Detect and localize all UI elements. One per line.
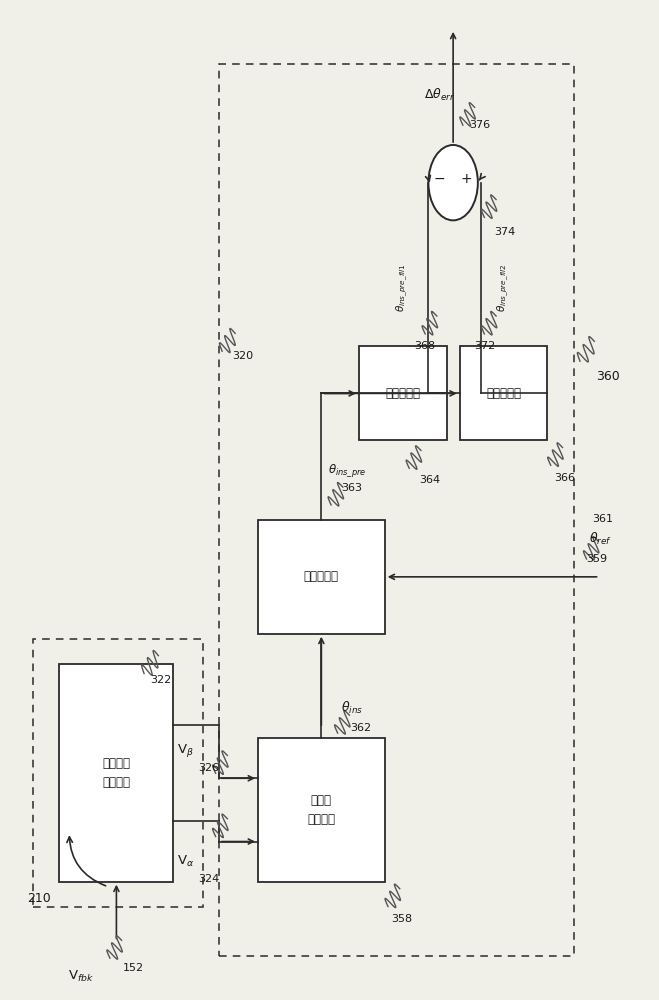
Text: $\theta_{ref}$: $\theta_{ref}$ <box>589 531 612 547</box>
Text: $\theta_{ins\_pre\_fil1}$: $\theta_{ins\_pre\_fil1}$ <box>395 264 410 312</box>
Circle shape <box>428 145 478 220</box>
Text: $\theta_{ins\_pre}$: $\theta_{ins\_pre}$ <box>328 462 366 479</box>
Text: −: − <box>434 172 445 186</box>
Text: $\theta_{ins\_pre\_fil2}$: $\theta_{ins\_pre\_fil2}$ <box>496 264 511 312</box>
Text: +: + <box>461 172 473 186</box>
Bar <box>258 520 385 634</box>
Text: 374: 374 <box>494 227 515 237</box>
Text: 快速滤波器: 快速滤波器 <box>486 387 521 400</box>
Text: 慢速滤波器: 慢速滤波器 <box>386 387 420 400</box>
Bar <box>459 346 548 440</box>
Bar <box>358 346 447 440</box>
Bar <box>34 639 202 907</box>
Text: 326: 326 <box>198 763 219 773</box>
Text: 预处理单元: 预处理单元 <box>304 570 339 583</box>
Text: V$_{\beta}$: V$_{\beta}$ <box>177 742 193 759</box>
Text: 368: 368 <box>415 341 436 351</box>
Text: 210: 210 <box>27 892 51 905</box>
Text: 322: 322 <box>150 675 172 685</box>
Text: 363: 363 <box>341 483 362 493</box>
Text: V$_{\alpha}$: V$_{\alpha}$ <box>177 854 194 869</box>
Text: $\theta_{ins}$: $\theta_{ins}$ <box>341 700 363 716</box>
Text: 366: 366 <box>554 473 575 483</box>
Text: 克拉坐标
变换单元: 克拉坐标 变换单元 <box>102 757 130 789</box>
Text: V$_{fbk}$: V$_{fbk}$ <box>68 968 94 984</box>
Bar <box>219 64 573 956</box>
Text: 364: 364 <box>419 475 440 485</box>
Text: 359: 359 <box>586 554 607 564</box>
Text: 324: 324 <box>198 874 219 884</box>
Text: 376: 376 <box>469 120 490 130</box>
Bar <box>258 738 385 882</box>
Text: $\Delta\theta_{err}$: $\Delta\theta_{err}$ <box>424 87 455 103</box>
Text: 相位角
计算单元: 相位角 计算单元 <box>307 794 335 826</box>
Text: 320: 320 <box>232 351 253 361</box>
Text: 361: 361 <box>592 514 614 524</box>
Text: 360: 360 <box>596 370 620 383</box>
Text: 372: 372 <box>474 341 495 351</box>
Text: 152: 152 <box>123 963 144 973</box>
Text: 358: 358 <box>391 914 413 924</box>
Bar <box>59 664 173 882</box>
Text: 362: 362 <box>351 723 372 733</box>
